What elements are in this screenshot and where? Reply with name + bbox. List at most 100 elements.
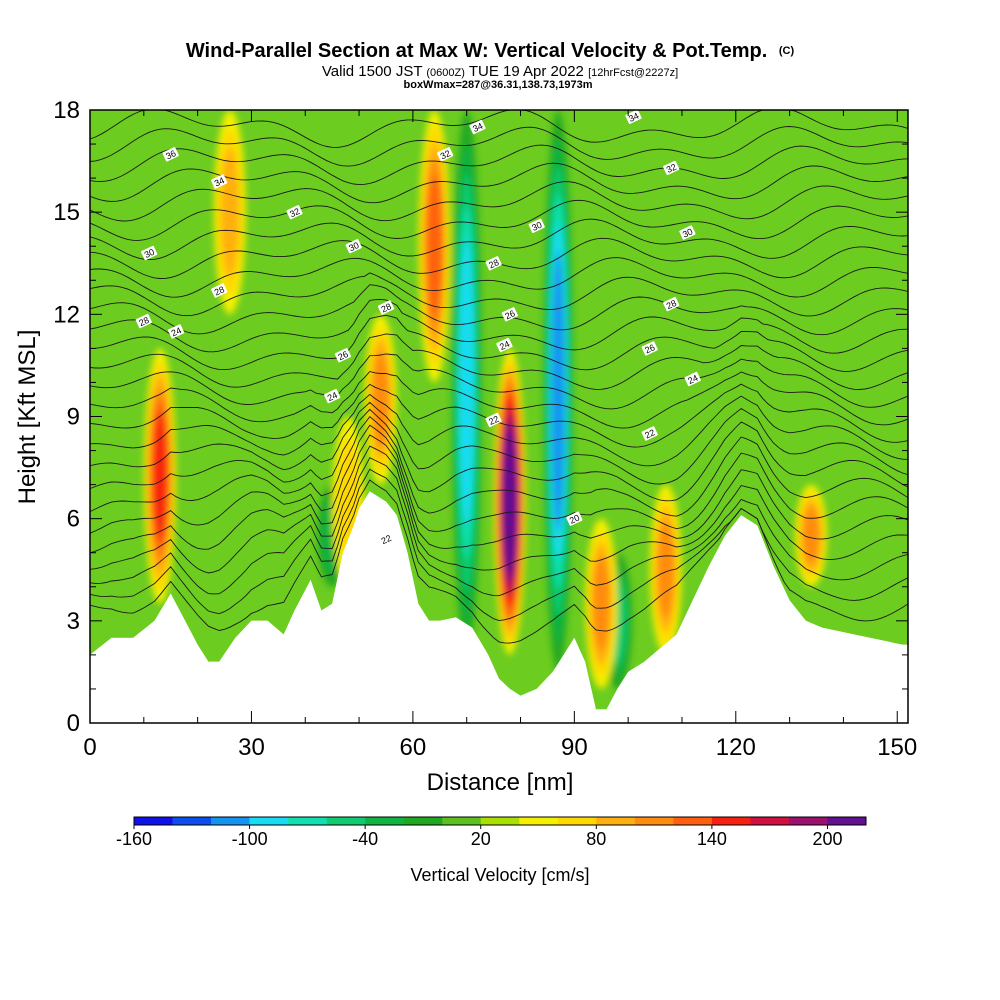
theta-label-bg (469, 119, 486, 135)
theta-label: 36 (162, 147, 179, 162)
theta-label-text: 24 (686, 373, 699, 386)
theta-contour-line (90, 353, 908, 410)
x-axis-label: Distance [nm] (427, 769, 574, 796)
theta-label-bg (167, 324, 185, 339)
theta-contour-line (90, 457, 908, 597)
theta-label-text: 28 (487, 257, 500, 270)
theta-label: 32 (437, 147, 454, 162)
y-tick-label: 0 (67, 710, 80, 737)
chart-subtitle: Valid 1500 JST (0600Z) TUE 19 Apr 2022 [… (322, 63, 678, 80)
colorbar: -160 -100 -40 20 80 140 200 (116, 816, 867, 849)
colorbar-swatch (288, 817, 327, 825)
colorbar-swatch (711, 817, 751, 825)
x-tick-label: 30 (238, 734, 265, 761)
theta-contour-line (90, 479, 908, 644)
theta-label-bg (135, 313, 152, 329)
theta-label: 28 (211, 283, 228, 298)
theta-label: 24 (684, 371, 701, 387)
colorbar-swatch (519, 817, 559, 825)
updraft-level (593, 555, 610, 652)
theta-contour-line (90, 272, 908, 317)
colorbar-swatch (596, 817, 636, 825)
theta-label-bg (641, 426, 658, 441)
colorbar-tick-label: 140 (697, 829, 727, 849)
theta-label: 32 (663, 160, 680, 176)
theta-contour-line (90, 401, 908, 485)
colorbar-tick-label: 80 (586, 829, 606, 849)
theta-label: 26 (501, 307, 518, 322)
theta-contour-line (90, 257, 908, 298)
theta-label: 30 (528, 218, 545, 233)
colorbar-tick-label: -40 (352, 829, 378, 849)
theta-label: 24 (324, 388, 341, 404)
theta-contour-line (90, 393, 908, 467)
theta-label: 30 (679, 225, 696, 240)
theta-label-bg (625, 110, 642, 124)
downdraft-level (551, 250, 565, 532)
theta-label-bg (211, 174, 228, 189)
terrain (90, 491, 908, 723)
theta-label-text: 26 (336, 349, 349, 362)
theta-label-text: 28 (213, 284, 226, 297)
colorbar-swatch (634, 817, 674, 825)
theta-contour-line (90, 162, 908, 204)
x-tick-label: 0 (83, 734, 96, 761)
y-tick-label: 12 (53, 301, 80, 328)
y-tick-label: 3 (67, 608, 80, 635)
colorbar-swatch (403, 817, 443, 825)
colorbar-swatch (365, 817, 404, 825)
theta-label-bg (377, 531, 395, 547)
colorbar-swatch (673, 817, 713, 825)
theta-contour-line (90, 284, 908, 336)
colorbar-swatch (750, 817, 790, 825)
theta-label-text: 22 (643, 427, 656, 440)
theta-label-text: 34 (627, 111, 640, 124)
theta-label-text: 24 (326, 390, 339, 403)
theta-label-bg (496, 337, 513, 353)
theta-label: 32 (286, 205, 303, 220)
theta-label: 30 (141, 245, 158, 261)
theta-label-text: 30 (681, 226, 694, 239)
theta-label-text: 32 (439, 148, 452, 161)
theta-contour-line (90, 144, 908, 186)
theta-label-bg (663, 296, 680, 312)
x-tick-label: 150 (877, 734, 917, 761)
theta-label: 28 (663, 296, 680, 312)
title-mark: (C) (779, 45, 795, 57)
updraft-level (504, 433, 516, 570)
y-axis-label: Height [Kft MSL] (14, 330, 41, 505)
colorbar-label: Vertical Velocity [cm/s] (410, 865, 589, 885)
updraft-level (220, 148, 239, 277)
theta-label: 22 (377, 531, 395, 547)
theta-label-bg (663, 160, 680, 176)
theta-label: 26 (641, 341, 658, 356)
updraft-level (657, 521, 674, 618)
theta-contour-line (90, 181, 908, 222)
theta-label-text: 28 (137, 315, 150, 328)
theta-label-text: 30 (143, 247, 156, 260)
theta-contour-line (90, 218, 908, 261)
colorbar-tick-label: 200 (812, 829, 842, 849)
colorbar-tick-label: -160 (116, 829, 152, 849)
colorbar-swatch (211, 817, 250, 825)
theta-contour-line (90, 408, 908, 502)
theta-label: 20 (566, 511, 583, 526)
theta-contour-line (90, 445, 908, 574)
theta-label-text: 24 (170, 325, 183, 338)
theta-label: 24 (167, 324, 185, 339)
theta-contour-line (90, 299, 908, 354)
theta-label-text: 26 (643, 342, 656, 355)
chart-title: Wind-Parallel Section at Max W: Vertical… (186, 40, 795, 62)
theta-label-bg (485, 256, 502, 271)
plot-area: 36 34 32 30 28 28 24 30 28 26 24 32 34 30 28 26 24 22 20 22… (90, 110, 908, 723)
colorbar-tick-label: 20 (471, 829, 491, 849)
theta-label-bg (324, 388, 341, 404)
theta-contour-line (90, 468, 908, 622)
colorbar-swatch (788, 817, 828, 825)
theta-label-text: 36 (164, 148, 177, 161)
chart-info: boxWmax=287@36.31,138.73,1973m (404, 79, 593, 91)
theta-label-text: 34 (213, 175, 226, 188)
theta-label-bg (437, 147, 454, 162)
theta-label-bg (377, 300, 395, 315)
y-tick-label: 18 (53, 97, 80, 124)
